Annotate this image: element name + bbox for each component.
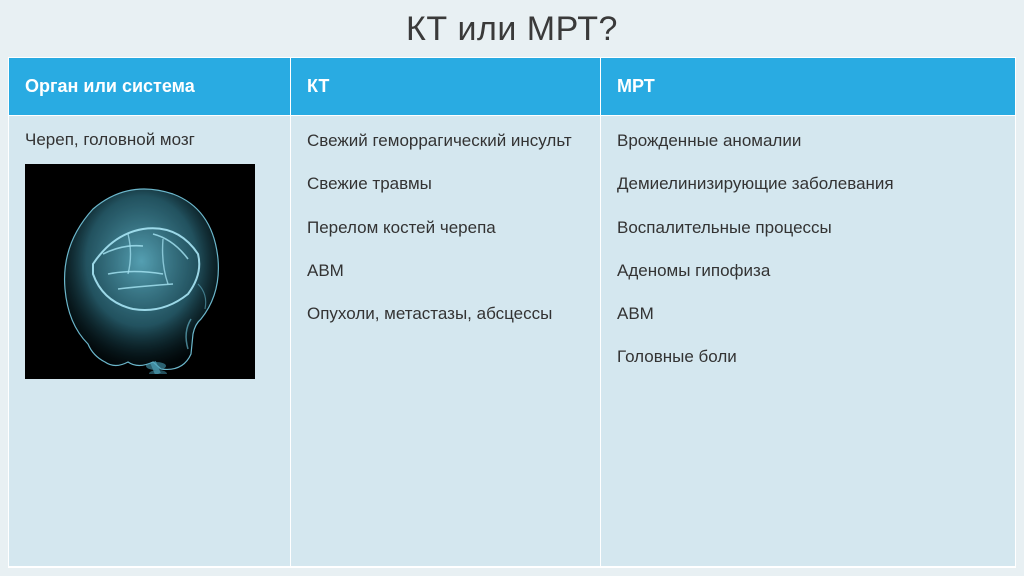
- kt-item: Опухоли, метастазы, абсцессы: [307, 303, 584, 324]
- organ-label: Череп, головной мозг: [25, 130, 274, 150]
- kt-item: Свежие травмы: [307, 173, 584, 194]
- mrt-item: Аденомы гипофиза: [617, 260, 999, 281]
- mrt-item: Воспалительные процессы: [617, 217, 999, 238]
- header-organ: Орган или система: [9, 58, 291, 116]
- kt-item: Перелом костей черепа: [307, 217, 584, 238]
- brain-skull-icon: [33, 174, 243, 374]
- page-title: КТ или МРТ?: [8, 4, 1016, 57]
- slide: КТ или МРТ? Орган или система КТ МРТ Чер…: [0, 0, 1024, 576]
- cell-kt: Свежий геморрагический инсульт Свежие тр…: [291, 116, 601, 567]
- brain-scan-image: [25, 164, 255, 379]
- header-kt: КТ: [291, 58, 601, 116]
- mrt-item: Демиелинизирующие заболевания: [617, 173, 999, 194]
- comparison-table: Орган или система КТ МРТ Череп, головной…: [8, 57, 1016, 568]
- kt-item: АВМ: [307, 260, 584, 281]
- cell-organ: Череп, головной мозг: [9, 116, 291, 567]
- table-header-row: Орган или система КТ МРТ: [9, 58, 1015, 116]
- kt-item: Свежий геморрагический инсульт: [307, 130, 584, 151]
- mrt-item: Врожденные аномалии: [617, 130, 999, 151]
- cell-mrt: Врожденные аномалии Демиелинизирующие за…: [601, 116, 1015, 567]
- mrt-item: Головные боли: [617, 346, 999, 367]
- table-body-row: Череп, головной мозг: [9, 116, 1015, 567]
- header-mrt: МРТ: [601, 58, 1015, 116]
- mrt-item: АВМ: [617, 303, 999, 324]
